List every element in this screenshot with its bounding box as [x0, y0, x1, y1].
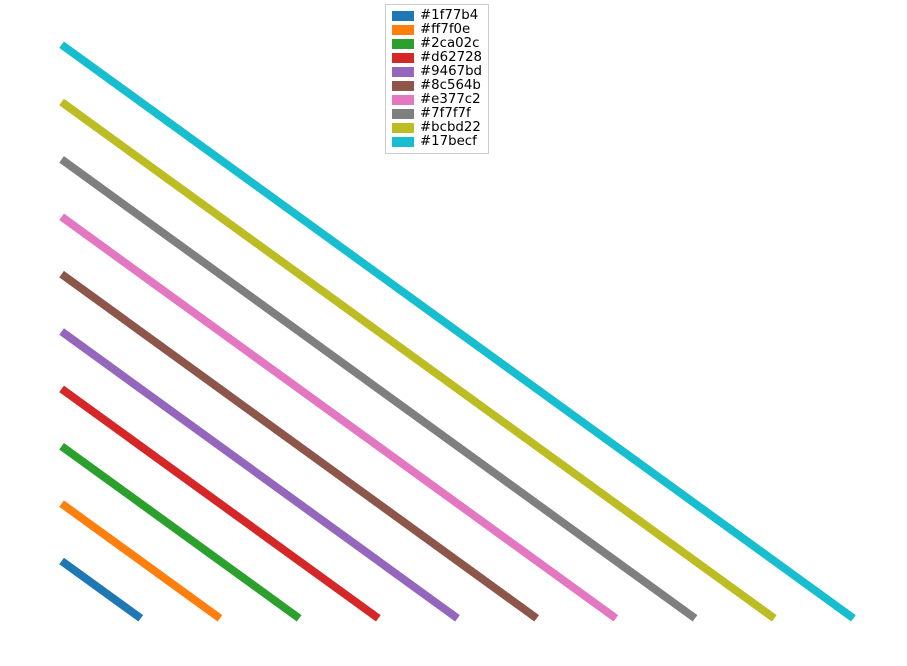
series-line — [62, 159, 695, 618]
chart-figure: #1f77b4#ff7f0e#2ca02c#d62728#9467bd#8c56… — [0, 0, 907, 666]
chart-legend: #1f77b4#ff7f0e#2ca02c#d62728#9467bd#8c56… — [385, 4, 489, 154]
legend-swatch — [392, 137, 414, 147]
legend-swatch — [392, 95, 414, 105]
legend-item: #2ca02c — [392, 37, 482, 51]
legend-item: #d62728 — [392, 51, 482, 65]
legend-swatch — [392, 53, 414, 63]
series-line — [62, 217, 616, 619]
legend-item: #bcbd22 — [392, 121, 482, 135]
legend-swatch — [392, 11, 414, 21]
series-line — [62, 389, 379, 618]
legend-label: #1f77b4 — [420, 9, 478, 22]
legend-swatch — [392, 109, 414, 119]
series-line — [62, 102, 775, 618]
series-line — [62, 504, 220, 619]
legend-item: #8c564b — [392, 79, 482, 93]
legend-label: #9467bd — [420, 65, 482, 78]
legend-swatch — [392, 25, 414, 35]
legend-item: #1f77b4 — [392, 9, 482, 23]
legend-label: #e377c2 — [420, 93, 481, 106]
legend-swatch — [392, 81, 414, 91]
legend-item: #7f7f7f — [392, 107, 482, 121]
legend-label: #17becf — [420, 135, 477, 148]
legend-item: #9467bd — [392, 65, 482, 79]
legend-label: #7f7f7f — [420, 107, 471, 120]
legend-label: #bcbd22 — [420, 121, 481, 134]
legend-swatch — [392, 123, 414, 133]
series-line — [62, 332, 458, 619]
legend-label: #2ca02c — [420, 37, 479, 50]
series-line — [62, 274, 537, 618]
legend-item: #e377c2 — [392, 93, 482, 107]
legend-label: #ff7f0e — [420, 23, 470, 36]
legend-swatch — [392, 39, 414, 49]
legend-swatch — [392, 67, 414, 77]
legend-item: #ff7f0e — [392, 23, 482, 37]
legend-item: #17becf — [392, 135, 482, 149]
legend-label: #8c564b — [420, 79, 481, 92]
legend-label: #d62728 — [420, 51, 482, 64]
series-line — [62, 561, 141, 618]
